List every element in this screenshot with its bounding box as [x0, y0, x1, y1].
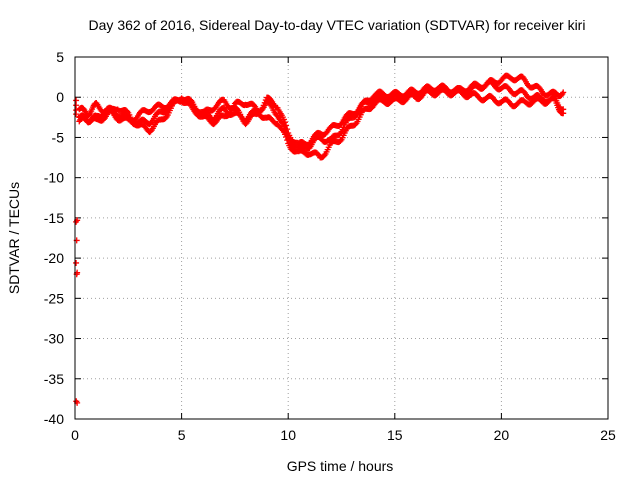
data-point [284, 126, 291, 133]
data-point [519, 73, 526, 80]
y-tick-label: -30 [44, 331, 64, 347]
data-point [280, 116, 287, 123]
x-tick-label: 15 [387, 427, 403, 443]
data-point [73, 259, 80, 266]
data-point [352, 121, 359, 128]
data-points [73, 72, 567, 406]
y-tick-label: -5 [52, 129, 65, 145]
data-point [260, 102, 267, 109]
chart-title: Day 362 of 2016, Sidereal Day-to-day VTE… [89, 17, 586, 33]
axis-ticks [74, 56, 609, 420]
x-tick-label: 10 [280, 427, 296, 443]
data-point [560, 89, 567, 96]
data-point [283, 122, 290, 129]
x-tick-label: 20 [494, 427, 510, 443]
data-point [162, 115, 169, 122]
series-outliers [73, 97, 81, 406]
x-tick-label: 25 [600, 427, 616, 443]
y-tick-label: -35 [44, 371, 64, 387]
data-point [337, 138, 344, 145]
series-track-1 [76, 86, 567, 152]
series-track-3 [76, 78, 567, 148]
y-tick-label: -20 [44, 250, 64, 266]
data-point [353, 109, 360, 116]
data-point [560, 110, 567, 117]
data-point [73, 97, 80, 104]
y-axis-label: SDTVAR / TECUs [6, 182, 22, 294]
data-point [282, 131, 289, 138]
y-tick-labels: 5 0 -5 -10 -15 -20 -25 -30 -35 -40 [44, 49, 64, 427]
x-axis-label: GPS time / hours [287, 458, 394, 474]
x-tick-labels: 0 5 10 15 20 25 [71, 427, 616, 443]
y-tick-label: -25 [44, 290, 64, 306]
data-point [282, 119, 289, 126]
data-point [73, 111, 80, 118]
y-tick-label: -15 [44, 210, 64, 226]
data-point [261, 99, 268, 106]
data-point [278, 126, 285, 133]
y-tick-label: 5 [56, 49, 64, 65]
y-tick-label: -40 [44, 411, 64, 427]
y-tick-label: 0 [56, 89, 64, 105]
x-tick-label: 0 [71, 427, 79, 443]
x-tick-label: 5 [178, 427, 186, 443]
grid-lines [75, 57, 608, 419]
y-tick-label: -10 [44, 170, 64, 186]
plot-frame [74, 56, 609, 420]
